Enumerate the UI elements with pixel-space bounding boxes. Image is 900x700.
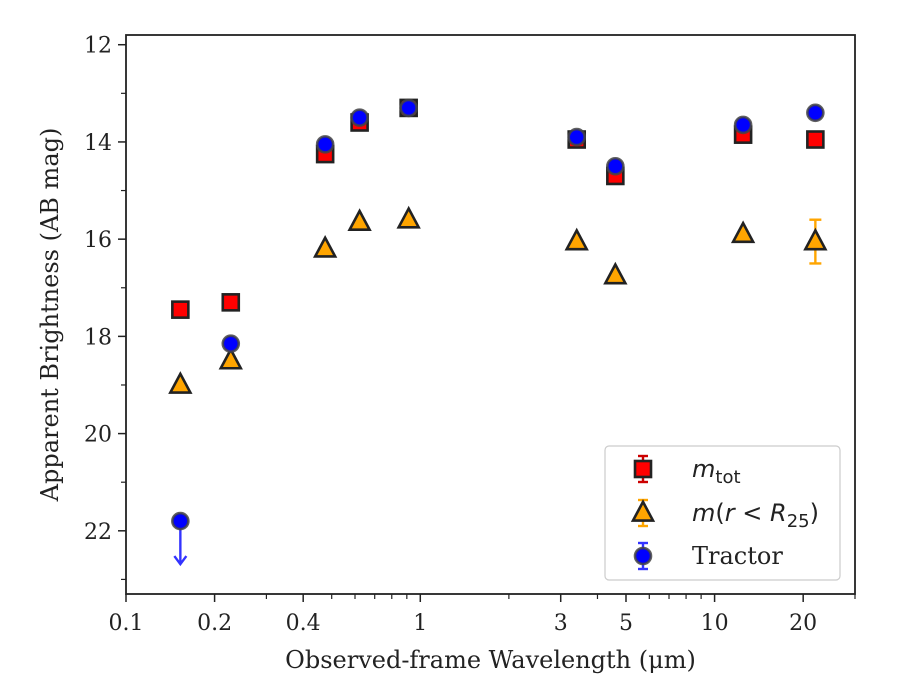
- x-tick-label: 5: [619, 611, 633, 636]
- series-mtot: [171, 98, 825, 319]
- legend: mtot m(r < R25) Tractor: [604, 445, 841, 581]
- tractor-point: [806, 103, 825, 123]
- mr25-point: [312, 234, 338, 258]
- x-axis-label: Observed-frame Wavelength (μm): [285, 646, 696, 674]
- mr25-point: [564, 227, 589, 251]
- legend-marker: [630, 499, 656, 522]
- axis-labels: Observed-frame Wavelength (μm) Apparent …: [36, 128, 696, 674]
- legend-entry-mtot: mtot: [633, 454, 741, 488]
- mtot-point: [221, 293, 241, 312]
- x-tick-label: 10: [701, 611, 729, 636]
- tractor-point: [350, 108, 369, 127]
- tractor-point: [567, 127, 587, 147]
- mtot-point: [806, 130, 825, 149]
- y-axis-label: Apparent Brightness (AB mag): [36, 128, 64, 503]
- x-tick-label: 0.1: [109, 611, 144, 636]
- y-tick-label: 20: [84, 423, 112, 448]
- x-tick-label: 0.4: [286, 611, 321, 636]
- series-tractor: [171, 98, 825, 567]
- legend-label: Tractor: [692, 542, 783, 570]
- x-tick-label: 0.2: [197, 611, 232, 636]
- tractor-point: [315, 135, 335, 154]
- legend-entry-mr25: m(r < R25): [630, 498, 819, 532]
- y-tick-label: 22: [84, 520, 112, 545]
- legend-marker: [633, 459, 653, 479]
- tractor-point: [221, 334, 241, 353]
- mr25-point: [603, 261, 628, 285]
- legend-label: m(r < R25): [692, 499, 819, 532]
- tractor-point: [733, 115, 753, 135]
- mr25-point: [218, 346, 243, 370]
- legend-entry-tractor: Tractor: [633, 541, 783, 571]
- tractor-point: [606, 156, 625, 176]
- mr25-point: [803, 227, 828, 251]
- axis-ticks: 0.1 0.2 0.4 1 3 5 10 20 12 14 16 18 20 22: [84, 34, 856, 636]
- series-mr25: [168, 205, 828, 394]
- legend-marker: [633, 546, 653, 566]
- y-tick-label: 12: [84, 34, 112, 59]
- data-points: [168, 98, 828, 567]
- plot-frame: [125, 34, 856, 595]
- legend-label: mtot: [692, 455, 741, 488]
- x-tick-label: 20: [789, 611, 817, 636]
- x-tick-label: 1: [413, 611, 427, 636]
- legend-box: [604, 445, 841, 581]
- mr25-point: [168, 371, 193, 394]
- mr25-point: [730, 220, 756, 244]
- mr25-point: [347, 208, 372, 232]
- mr25-point: [396, 205, 421, 229]
- tractor-point: [399, 98, 418, 118]
- y-tick-label: 14: [84, 131, 112, 156]
- x-tick-label: 3: [554, 611, 568, 636]
- tractor-point: [171, 511, 190, 531]
- upper-limit-arrowhead: [173, 555, 188, 567]
- y-tick-label: 18: [84, 325, 112, 350]
- mtot-point: [171, 300, 190, 319]
- y-tick-label: 16: [84, 228, 112, 253]
